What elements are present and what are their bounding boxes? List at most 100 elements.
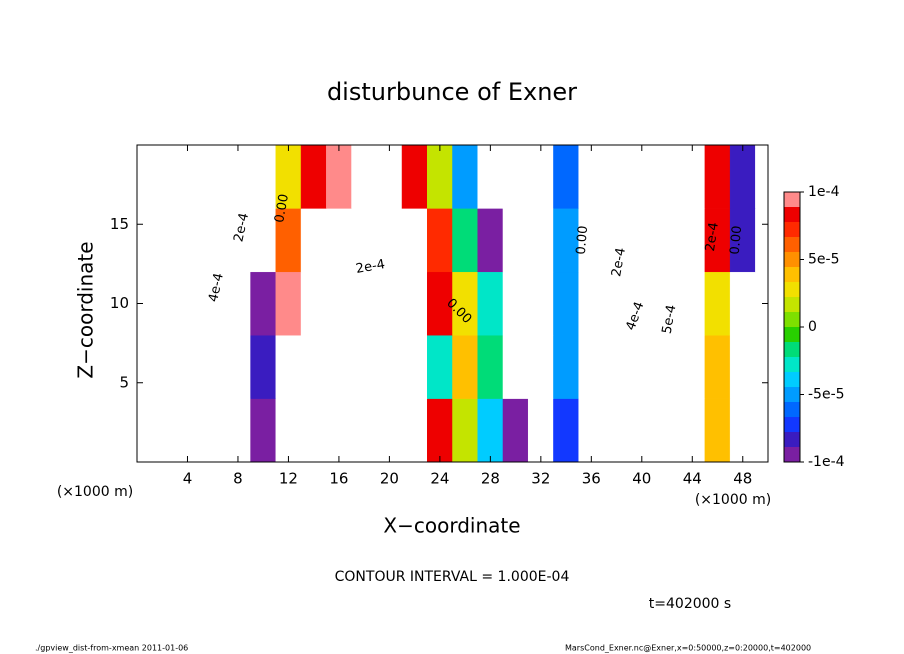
field-cell	[401, 271, 428, 336]
field-cell	[174, 334, 201, 399]
colorbar-tick-label: -5e-5	[808, 387, 845, 403]
field-cell	[578, 398, 605, 463]
field-cell	[275, 398, 302, 463]
field-cell	[174, 271, 201, 336]
x-unit: (×1000 m)	[695, 492, 771, 508]
field-cell	[225, 271, 251, 336]
field-cell	[502, 144, 529, 209]
field-cell	[300, 271, 327, 336]
field-cell	[351, 334, 378, 399]
field-cell	[729, 334, 756, 399]
field-cell	[149, 334, 176, 399]
colorbar-swatch	[784, 267, 800, 282]
field-cell	[427, 398, 453, 463]
colorbar-swatch	[784, 342, 800, 357]
field-cell	[654, 144, 680, 209]
field-cell	[199, 208, 226, 273]
field-cell	[704, 398, 731, 463]
field-cell	[553, 398, 579, 463]
field-cell	[527, 334, 554, 399]
field-cell	[679, 334, 706, 399]
contour-label: 2e-4	[703, 221, 722, 252]
field-cell	[729, 271, 756, 336]
field-cell	[553, 271, 579, 336]
x-tick-label: 8	[233, 470, 243, 488]
field-cell	[452, 208, 478, 273]
footer-left: ./gpview_dist-from-xmean 2011-01-06	[35, 644, 188, 653]
colorbar-swatch	[784, 447, 800, 462]
field-cell	[174, 208, 201, 273]
field-cell	[427, 271, 453, 336]
colorbar-tick-label: 5e-5	[808, 252, 839, 268]
contour-label: 5e-4	[660, 304, 680, 335]
field-cell	[136, 208, 150, 273]
field-cell	[326, 271, 352, 336]
field-cell	[174, 144, 201, 209]
field-cell	[149, 271, 176, 336]
field-cell	[250, 398, 277, 463]
field-cell	[755, 208, 769, 273]
x-unit: (×1000 m)	[57, 484, 133, 500]
field-cell	[527, 208, 554, 273]
field-cell	[300, 208, 327, 273]
field-cell	[502, 208, 529, 273]
field-cell	[527, 144, 554, 209]
field-cell	[452, 144, 478, 209]
field-cell	[136, 398, 150, 463]
field-cell	[477, 398, 504, 463]
field-cell	[401, 398, 428, 463]
field-cell	[326, 208, 352, 273]
field-cell	[326, 144, 352, 209]
field-cell	[603, 334, 630, 399]
field-cell	[250, 334, 277, 399]
x-tick-label: 36	[582, 470, 601, 488]
field-cell	[376, 334, 403, 399]
y-axis-label: Z−coordinate	[74, 241, 98, 378]
field-cell	[376, 398, 403, 463]
field-cell	[654, 334, 680, 399]
colorbar-swatch	[784, 252, 800, 267]
field-cell	[250, 144, 277, 209]
x-axis-label: X−coordinate	[383, 514, 520, 538]
field-cell	[578, 208, 605, 273]
field-cell	[679, 208, 706, 273]
chart-title: disturbunce of Exner	[327, 78, 577, 106]
field-cell	[275, 208, 302, 273]
colorbar-swatch	[784, 282, 800, 297]
colorbar-tick-label: 0	[808, 319, 817, 335]
field-cell	[300, 398, 327, 463]
field-cell	[755, 398, 769, 463]
x-tick-label: 32	[531, 470, 550, 488]
field-cell	[628, 271, 655, 336]
field-cell	[225, 334, 251, 399]
field-cell	[502, 271, 529, 336]
field-cell	[603, 208, 630, 273]
field-cell	[527, 398, 554, 463]
field-cell	[553, 334, 579, 399]
field-cell	[477, 334, 504, 399]
field-cell	[326, 398, 352, 463]
x-tick-label: 40	[632, 470, 651, 488]
x-tick-label: 44	[683, 470, 702, 488]
field-cell	[553, 144, 579, 209]
field-cell	[351, 271, 378, 336]
contour-label: 0.00	[728, 225, 745, 255]
field-cell	[376, 271, 403, 336]
colorbar-swatch	[784, 312, 800, 327]
field-cell	[225, 398, 251, 463]
field-cell	[427, 144, 453, 209]
field-cell	[275, 334, 302, 399]
colorbar-swatch	[784, 372, 800, 387]
y-tick-label: 5	[119, 373, 129, 391]
field-cell	[578, 144, 605, 209]
field-cell	[628, 334, 655, 399]
colorbar-swatch	[784, 327, 800, 342]
x-tick-label: 48	[733, 470, 752, 488]
field-cell	[628, 208, 655, 273]
colorbar-swatch	[784, 387, 800, 402]
field-cell	[654, 398, 680, 463]
field-cell	[729, 208, 756, 273]
footer-right: MarsCond_Exner.nc@Exner,x=0:50000,z=0:20…	[565, 644, 811, 653]
field-cell	[704, 208, 731, 273]
